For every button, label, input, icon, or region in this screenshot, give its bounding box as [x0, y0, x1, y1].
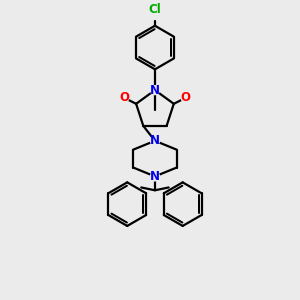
Circle shape	[181, 93, 190, 102]
Text: N: N	[150, 84, 160, 97]
Text: N: N	[150, 170, 160, 183]
Text: N: N	[150, 134, 160, 147]
Text: Cl: Cl	[148, 3, 161, 16]
Circle shape	[120, 93, 129, 102]
Text: O: O	[181, 92, 191, 104]
Circle shape	[151, 136, 159, 145]
Text: O: O	[119, 92, 129, 104]
Circle shape	[151, 86, 159, 94]
Circle shape	[151, 172, 159, 181]
